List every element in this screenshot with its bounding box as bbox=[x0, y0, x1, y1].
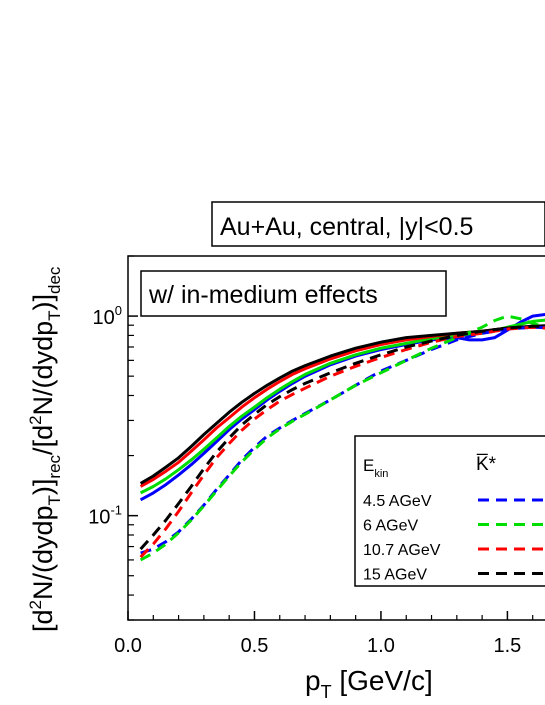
legend-item-label: 6 AGeV bbox=[363, 518, 418, 535]
x-tick-label: 0.5 bbox=[241, 635, 269, 657]
title-box bbox=[211, 201, 545, 247]
series-layer bbox=[139, 312, 545, 562]
legend-header-right: K̅* bbox=[476, 454, 497, 475]
x-tick-label: 1.5 bbox=[494, 635, 522, 657]
y-tick-label: 100 bbox=[93, 303, 122, 329]
legend: Ekin K̅* 4.5 AGeV 6 AGeV 10.7 AGeV 15 AGeV bbox=[354, 435, 545, 587]
x-axis-label: pT [GeV/c] bbox=[305, 665, 433, 702]
plot-frame bbox=[127, 255, 545, 621]
y-ticks: 100 10-1 bbox=[88, 255, 138, 621]
annotation: w/ in-medium effects bbox=[148, 281, 378, 309]
series-dashed-5 bbox=[139, 314, 545, 562]
x-ticks: 0.0 0.5 1.0 1.5 bbox=[114, 611, 534, 657]
legend-header-left: Ekin bbox=[363, 456, 388, 480]
legend-item-label: 4.5 AGeV bbox=[363, 493, 432, 510]
legend-item-label: 10.7 AGeV bbox=[363, 542, 441, 559]
y-tick-label: 10-1 bbox=[88, 503, 122, 529]
y-axis-label: [d2N/(dydpT)]rec/[d2N/(dydpT)]dec bbox=[26, 266, 64, 632]
legend-box bbox=[354, 435, 545, 587]
chart-title: Au+Au, central, |y|<0.5 bbox=[220, 213, 473, 241]
annotation-box bbox=[140, 270, 447, 317]
x-tick-label: 1.0 bbox=[367, 635, 395, 657]
x-tick-label: 0.0 bbox=[114, 635, 142, 657]
series-solid-3 bbox=[139, 324, 545, 485]
legend-item-label: 15 AGeV bbox=[363, 567, 427, 584]
series-dashed-7 bbox=[139, 324, 545, 551]
series-solid-0 bbox=[139, 312, 545, 502]
